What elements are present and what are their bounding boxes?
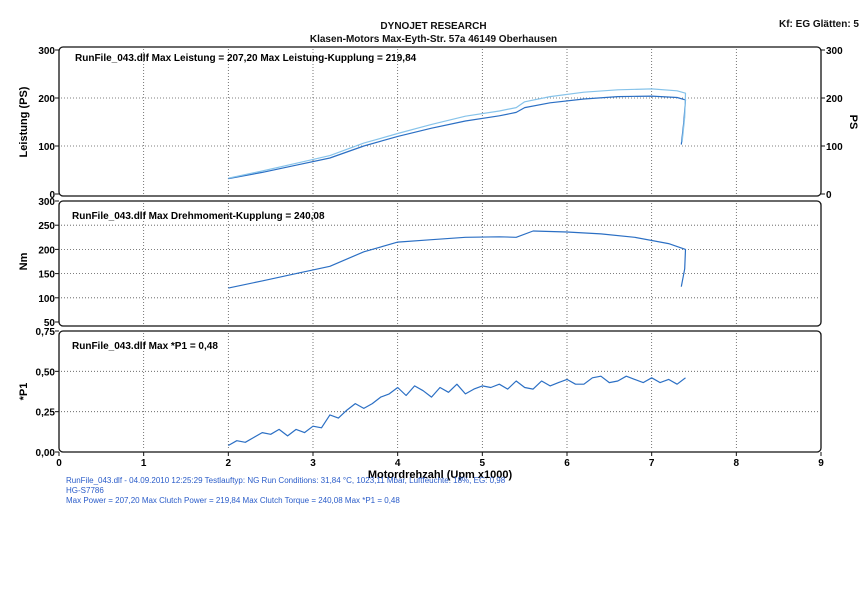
footer-max-values: Max Power = 207,20 Max Clutch Power = 21… <box>66 496 400 505</box>
y-tick-label-right: 100 <box>826 142 843 153</box>
y-tick-label: 0,00 <box>36 448 56 459</box>
x-tick-label: 0 <box>56 458 62 469</box>
y-tick-label: 300 <box>38 197 55 208</box>
series-line <box>228 88 687 179</box>
x-tick-label: 1 <box>141 458 147 469</box>
y-tick-label: 200 <box>38 245 55 256</box>
y-axis-label: Nm <box>18 252 30 270</box>
panel-annotation: RunFile_043.dlf Max Drehmoment-Kupplung … <box>72 211 325 222</box>
y-axis-label: *P1 <box>18 383 30 401</box>
y-tick-label: 200 <box>38 94 55 105</box>
y-tick-label: 150 <box>38 270 55 281</box>
settings-label: Kf: EG Glätten: 5 <box>778 19 859 30</box>
x-tick-label: 7 <box>649 458 655 469</box>
x-tick-label: 4 <box>395 458 401 469</box>
y-tick-label: 250 <box>38 221 55 232</box>
x-tick-label: 3 <box>310 458 316 469</box>
y-tick-label-right: 300 <box>826 46 843 57</box>
panel-annotation: RunFile_043.dlf Max Leistung = 207,20 Ma… <box>75 53 417 64</box>
x-tick-label: 2 <box>226 458 232 469</box>
y-tick-label: 0 <box>49 190 55 201</box>
x-tick-label: 8 <box>734 458 740 469</box>
y-tick-label: 300 <box>38 46 55 57</box>
plot-frame <box>58 46 822 197</box>
y-axis-label: Leistung (PS) <box>18 86 30 157</box>
y-tick-label: 0,25 <box>36 408 56 419</box>
x-axis-label: Motordrehzahl (Upm x1000) <box>368 469 513 481</box>
plot-frame <box>58 200 822 327</box>
panel-annotation: RunFile_043.dlf Max *P1 = 0,48 <box>72 341 218 352</box>
x-tick-label: 6 <box>564 458 570 469</box>
y-axis-label-right: PS <box>847 115 859 130</box>
footer-id: HG-S7786 <box>66 486 104 495</box>
plot-frame <box>58 330 822 453</box>
series-line <box>228 230 687 289</box>
y-tick-label-right: 0 <box>826 190 832 201</box>
footer-run-info: RunFile_043.dlf - 04.09.2010 12:25:29 Te… <box>66 476 506 485</box>
chart-subtitle: Klasen-Motors Max-Eyth-Str. 57a 46149 Ob… <box>309 34 558 45</box>
y-tick-label: 100 <box>38 142 55 153</box>
x-tick-label: 5 <box>480 458 486 469</box>
y-tick-label: 0,50 <box>36 367 56 378</box>
x-tick-label: 9 <box>818 458 824 469</box>
y-tick-label: 100 <box>38 294 55 305</box>
y-tick-label-right: 200 <box>826 94 843 105</box>
chart-title: DYNOJET RESEARCH <box>380 21 487 32</box>
series-line <box>228 375 686 447</box>
series-line <box>228 95 687 180</box>
y-tick-label: 0,75 <box>36 327 56 338</box>
y-tick-label: 50 <box>44 318 56 329</box>
